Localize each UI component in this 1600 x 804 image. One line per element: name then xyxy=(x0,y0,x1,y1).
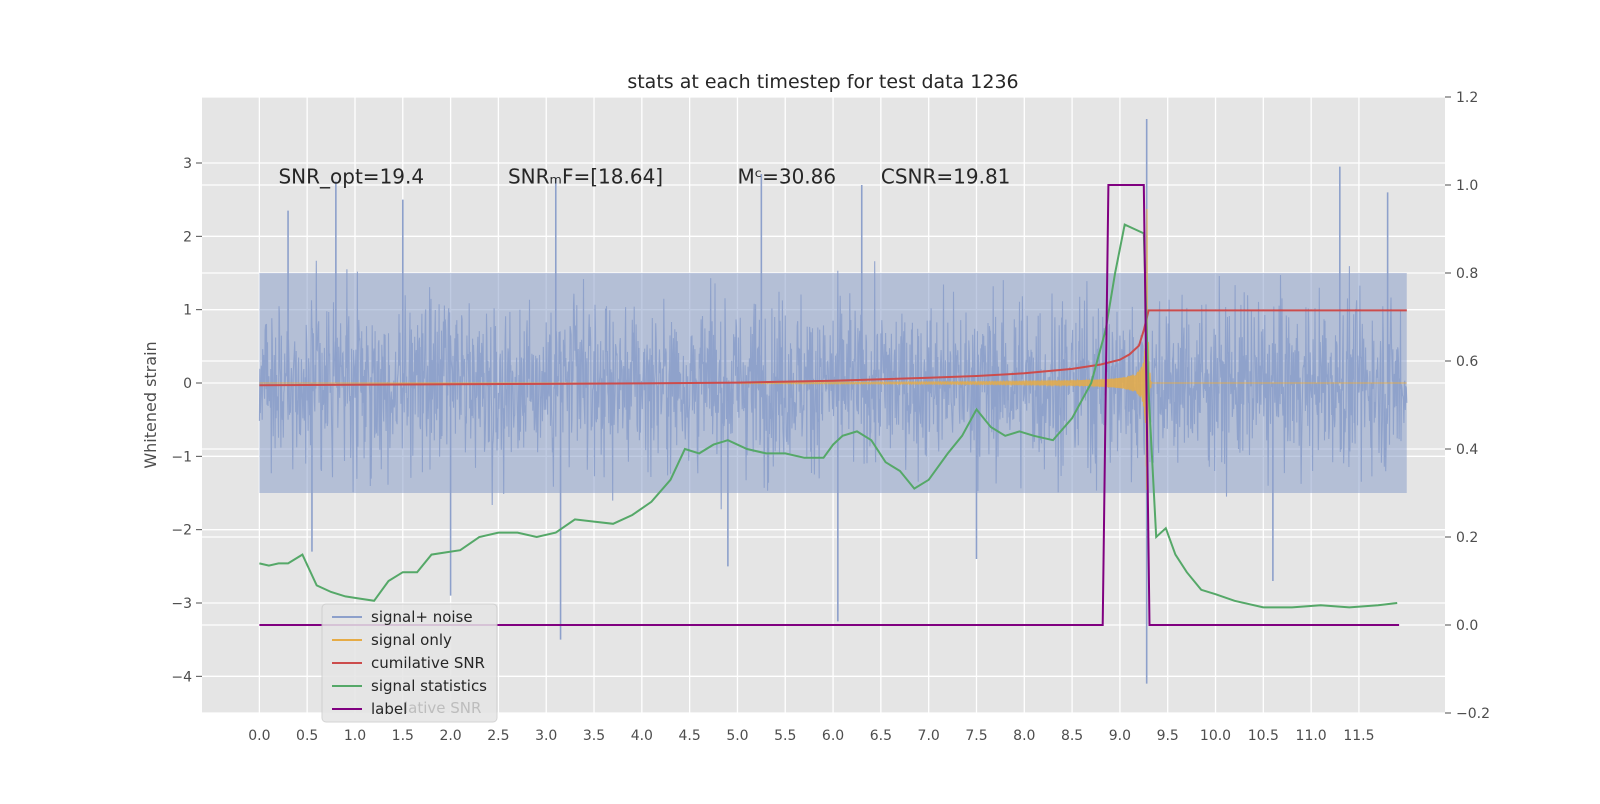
y2-tick-label: −0.2 xyxy=(1456,706,1490,722)
series-lines xyxy=(259,184,1407,626)
series-line-label xyxy=(259,184,1400,626)
x-tick-label: 9.5 xyxy=(1157,728,1179,744)
y-tick-label: 0 xyxy=(183,376,192,392)
x-tick-label: 8.5 xyxy=(1061,728,1083,744)
x-tick-label: 10.0 xyxy=(1200,728,1231,744)
y-tick-label: 3 xyxy=(183,156,192,172)
x-tick-label: 7.5 xyxy=(965,728,987,744)
legend-label: signal statistics xyxy=(371,677,487,695)
annotation-csnr: CSNR=19.81 xyxy=(881,165,1011,189)
legend-box xyxy=(321,603,498,723)
series-signal-only xyxy=(259,208,1407,490)
x-tick-label: 0.5 xyxy=(296,728,318,744)
x-tick-label: 2.0 xyxy=(439,728,461,744)
legend-label: signal only xyxy=(371,631,452,649)
chart-title: stats at each timestep for test data 123… xyxy=(627,71,1018,93)
x-tick-label: 6.0 xyxy=(822,728,844,744)
x-tick-label: 2.5 xyxy=(487,728,509,744)
x-tick-label: 3.0 xyxy=(535,728,557,744)
x-tick-label: 8.0 xyxy=(1013,728,1035,744)
x-tick-labels: 0.0 0.5 1.0 1.5 2.0 2.5 3.0 3.5 4.0 4.5 5.0 5.5 6.0 6… xyxy=(248,728,1374,744)
x-tick-label: 4.0 xyxy=(631,728,653,744)
legend-label: signal+ noise xyxy=(371,608,473,626)
annotation-snr-mf: SNRₘF=[18.64] xyxy=(508,165,663,189)
x-tick-label: 5.5 xyxy=(774,728,796,744)
x-tick-label: 11.0 xyxy=(1296,728,1327,744)
signal-only-line xyxy=(259,208,1407,490)
y2-tick-label: 0.4 xyxy=(1456,442,1478,458)
annotation-mc: Mᶜ=30.86 xyxy=(737,165,836,189)
x-tick-label: 5.0 xyxy=(726,728,748,744)
x-tick-label: 1.0 xyxy=(344,728,366,744)
x-tick-label: 11.5 xyxy=(1343,728,1374,744)
y2-tick-label: 0.0 xyxy=(1456,618,1478,634)
y-axis-label: Whitened strain xyxy=(141,341,160,468)
x-tick-label: 4.5 xyxy=(679,728,701,744)
y2-tick-label: 1.2 xyxy=(1456,90,1478,106)
legend-label: cumilative SNR xyxy=(371,654,485,672)
x-tick-label: 9.0 xyxy=(1109,728,1131,744)
y-tick-label: 2 xyxy=(183,229,192,245)
x-tick-label: 3.5 xyxy=(583,728,605,744)
x-tick-label: 6.5 xyxy=(870,728,892,744)
y-tick-label: −3 xyxy=(171,596,192,612)
x-tick-label: 0.0 xyxy=(248,728,270,744)
legend-label: label xyxy=(371,700,407,718)
y2-tick-label: 0.2 xyxy=(1456,530,1478,546)
legend-overlap-text: lative SNR xyxy=(404,699,481,717)
y-tick-label: −2 xyxy=(171,523,192,539)
annotation-snr-opt: SNR_opt=19.4 xyxy=(278,165,424,189)
y2-tick-label: 0.8 xyxy=(1456,266,1478,282)
y-tick-label: −4 xyxy=(171,669,192,685)
legend: lative SNR signal+ noise signal only cumil… xyxy=(321,603,498,723)
x-tick-label: 10.5 xyxy=(1248,728,1279,744)
x-tick-label: 7.0 xyxy=(918,728,940,744)
y2-tick-label: 0.6 xyxy=(1456,354,1478,370)
y-tick-label: −1 xyxy=(171,449,192,465)
y-tick-label: 1 xyxy=(183,303,192,319)
series-line-signal-statistics xyxy=(259,223,1398,609)
x-tick-label: 1.5 xyxy=(392,728,414,744)
series-line-cumilative-SNR xyxy=(259,309,1407,387)
y-tick-labels: 3 2 1 0 −1 −2 −3 −4 xyxy=(171,156,202,685)
annotations: SNR_opt=19.4 SNRₘF=[18.64] Mᶜ=30.86 CSNR=19… xyxy=(278,165,1010,189)
y2-tick-labels: 1.2 1.0 0.8 0.6 0.4 0.2 0.0 −0.2 xyxy=(1445,90,1490,722)
y2-tick-label: 1.0 xyxy=(1456,178,1478,194)
